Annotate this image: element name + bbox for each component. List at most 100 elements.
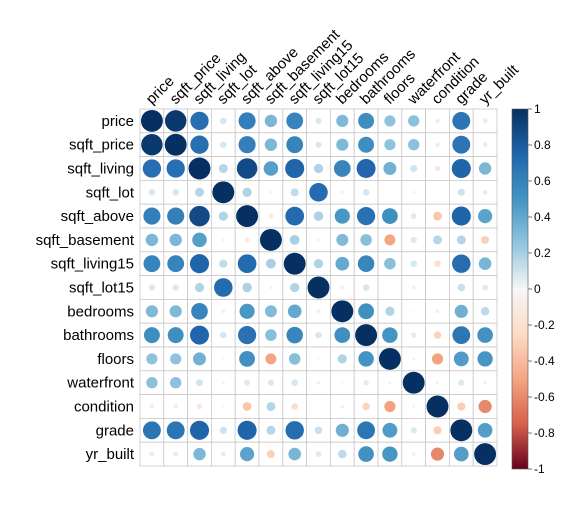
corr-circle — [478, 162, 492, 175]
corr-circle — [286, 136, 304, 154]
corr-circle — [269, 190, 273, 194]
corr-circle — [430, 447, 445, 461]
corr-circle — [433, 211, 442, 221]
corr-circle — [457, 283, 466, 292]
corr-circle — [340, 285, 345, 290]
row-label: sqft_above — [61, 208, 134, 225]
corr-circle — [384, 400, 396, 413]
corr-circle — [242, 187, 252, 197]
corr-circle — [453, 351, 469, 367]
corr-circle — [290, 188, 299, 197]
corr-circle — [384, 257, 396, 270]
corr-circle — [408, 139, 420, 151]
colorbar-ticks: 1 0.8 0.6 0.4 0.2 0 -0.2 -0.4 -0.6 -0.8 -1 — [528, 102, 555, 476]
corr-circle — [388, 191, 391, 194]
corr-circle — [333, 160, 351, 177]
corr-circle — [240, 447, 255, 462]
corr-circle — [169, 305, 182, 318]
corr-circle — [456, 235, 466, 245]
corr-circle — [142, 159, 162, 178]
corr-circle — [287, 304, 302, 319]
corr-circle — [196, 379, 203, 387]
corr-circle — [316, 380, 321, 385]
corr-circle — [411, 285, 416, 290]
corr-circle — [412, 310, 415, 313]
corr-circle — [146, 377, 158, 389]
corr-circle — [289, 235, 300, 245]
corr-circle — [412, 404, 416, 409]
corr-circle — [145, 305, 158, 318]
corr-circle — [238, 326, 257, 345]
corr-circle — [222, 357, 225, 360]
corr-circle — [193, 352, 206, 366]
corr-circle — [316, 238, 321, 242]
corr-circle — [331, 300, 354, 323]
corr-circle — [317, 357, 320, 360]
corr-circle — [433, 331, 442, 339]
corr-circle — [432, 235, 443, 245]
corr-circle — [285, 158, 305, 179]
corr-circle — [426, 395, 449, 418]
colorbar-tick-label: -0.4 — [534, 354, 555, 368]
corr-circle — [140, 109, 163, 132]
corr-circle — [334, 327, 351, 343]
corr-circle — [237, 420, 257, 440]
corr-circle — [167, 255, 185, 273]
corr-circle — [357, 255, 375, 272]
corr-circle — [167, 327, 184, 344]
corr-circle — [336, 138, 349, 151]
corr-circle — [315, 117, 322, 124]
corr-circle — [142, 421, 161, 440]
corr-circle — [410, 213, 417, 220]
correlation-circles — [140, 109, 497, 466]
corr-circle — [291, 403, 298, 410]
corr-circle — [221, 238, 225, 242]
corr-circle — [173, 404, 178, 409]
row-label: bedrooms — [67, 303, 134, 320]
corr-circle — [238, 136, 256, 154]
colorbar-tick-label: 0 — [534, 282, 541, 296]
corr-circle — [286, 326, 303, 344]
corr-circle — [474, 443, 497, 466]
corr-circle — [384, 115, 396, 127]
corr-circle — [452, 135, 471, 154]
corr-circle — [264, 305, 277, 318]
corr-circle — [239, 351, 255, 367]
row-label: waterfront — [66, 375, 135, 392]
corr-circle — [452, 111, 471, 130]
corr-circle — [358, 303, 374, 320]
corr-circle — [384, 234, 396, 246]
colorbar-gradient — [511, 108, 529, 470]
row-label: sqft_price — [69, 137, 134, 154]
corr-circle — [145, 233, 159, 247]
corr-circle — [458, 379, 465, 386]
corr-circle — [435, 142, 440, 147]
corr-circle — [388, 286, 391, 289]
row-label: sqft_lot — [86, 184, 135, 201]
corr-circle — [218, 211, 228, 221]
corr-circle — [410, 427, 417, 434]
corr-circle — [141, 133, 163, 156]
colorbar-tick-label: 0.8 — [534, 138, 551, 152]
corr-circle — [452, 326, 471, 344]
corr-circle — [188, 157, 211, 180]
corr-circle — [285, 206, 305, 226]
corr-circle — [291, 379, 298, 386]
row-label: grade — [96, 422, 134, 439]
corr-circle — [451, 206, 471, 226]
corr-circle — [481, 235, 490, 244]
corr-circle — [164, 133, 187, 156]
corr-circle — [283, 252, 306, 275]
corr-circle — [477, 327, 493, 343]
corr-circle — [264, 114, 278, 128]
corr-circle — [335, 423, 349, 437]
corr-circle — [335, 256, 350, 271]
corr-circle — [166, 159, 185, 178]
corr-circle — [221, 381, 225, 385]
corr-circle — [265, 329, 277, 341]
corr-circle — [358, 351, 374, 367]
corr-circle — [452, 254, 471, 273]
corr-circle — [242, 402, 252, 411]
corr-circle — [285, 421, 304, 440]
